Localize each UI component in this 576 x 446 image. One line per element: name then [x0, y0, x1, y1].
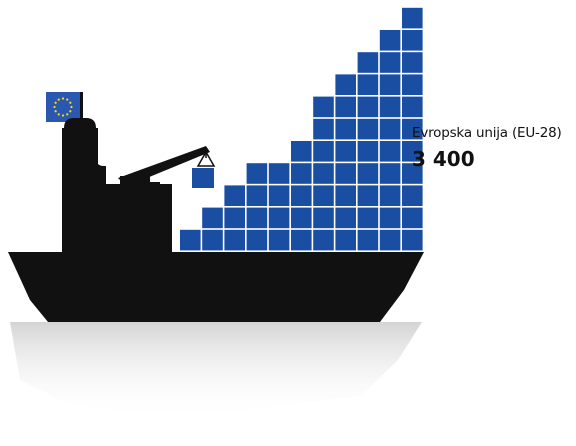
- container-block: [379, 207, 401, 229]
- eu-star: [61, 97, 65, 100]
- container-block: [313, 163, 334, 184]
- container-block: [357, 74, 379, 95]
- container-block: [335, 118, 356, 140]
- container-block: [291, 229, 312, 251]
- container-block: [313, 207, 334, 229]
- ship-reflection: [10, 322, 422, 420]
- container-block: [335, 229, 356, 251]
- container-block: [313, 229, 334, 251]
- container-block: [379, 96, 401, 118]
- container-block: [313, 118, 334, 140]
- container-block: [357, 229, 379, 251]
- container-block: [291, 163, 312, 184]
- container-block: [246, 163, 268, 184]
- container-block: [335, 207, 356, 229]
- container-block: [379, 52, 401, 73]
- eu-star: [53, 105, 56, 109]
- container-block: [313, 141, 334, 162]
- eu-star: [69, 101, 72, 104]
- container-block: [357, 163, 379, 184]
- container-block: [402, 30, 423, 51]
- eu-star: [54, 110, 57, 113]
- container-block: [357, 52, 379, 73]
- container-block: [379, 118, 401, 140]
- container-block: [357, 96, 379, 118]
- container-block: [379, 141, 401, 162]
- container-block: [402, 118, 423, 140]
- container-block: [402, 52, 423, 73]
- container-block: [402, 141, 423, 162]
- container-block: [335, 96, 356, 118]
- container-stack: [180, 7, 423, 251]
- cargo-ship-icon: [8, 118, 424, 322]
- container-block: [291, 185, 312, 206]
- container-block: [379, 229, 401, 251]
- container-block: [335, 185, 356, 206]
- eu-star: [66, 113, 69, 116]
- container-block: [357, 185, 379, 206]
- container-block: [268, 163, 290, 184]
- container-block: [379, 30, 401, 51]
- eu-star: [57, 98, 60, 101]
- container-block: [335, 141, 356, 162]
- container-block: [402, 229, 423, 251]
- container-block: [357, 207, 379, 229]
- container-block: [246, 185, 268, 206]
- container-block: [202, 207, 223, 229]
- container-block: [246, 207, 268, 229]
- container-block: [402, 207, 423, 229]
- container-block: [379, 163, 401, 184]
- eu-flag-icon: [46, 92, 83, 140]
- container-block: [224, 207, 245, 229]
- container-block: [180, 229, 201, 251]
- container-block: [402, 185, 423, 206]
- container-block: [246, 229, 268, 251]
- container-block: [268, 207, 290, 229]
- container-block: [402, 7, 423, 29]
- region-name: Evropska unija (EU-28): [412, 125, 562, 141]
- container-block: [402, 74, 423, 95]
- container-block: [379, 185, 401, 206]
- container-block: [291, 207, 312, 229]
- region-label-block: Evropska unija (EU-28) 3 400: [412, 125, 562, 171]
- container-block: [268, 185, 290, 206]
- eu-star: [57, 113, 60, 116]
- eu-star: [69, 110, 72, 113]
- container-block: [357, 141, 379, 162]
- container-block: [202, 229, 223, 251]
- container-block: [335, 74, 356, 95]
- container-block: [357, 118, 379, 140]
- container-block: [224, 229, 245, 251]
- container-block: [313, 96, 334, 118]
- container-block: [402, 96, 423, 118]
- eu-star: [54, 101, 57, 104]
- container-block: [335, 163, 356, 184]
- container-block: [268, 229, 290, 251]
- eu-star: [66, 98, 69, 101]
- container-block: [379, 74, 401, 95]
- container-block: [291, 141, 312, 162]
- container-block: [313, 185, 334, 206]
- container-block: [402, 163, 423, 184]
- container-block: [224, 185, 245, 206]
- eu-star: [61, 114, 65, 117]
- region-value: 3 400: [412, 147, 475, 171]
- eu-star: [70, 105, 73, 109]
